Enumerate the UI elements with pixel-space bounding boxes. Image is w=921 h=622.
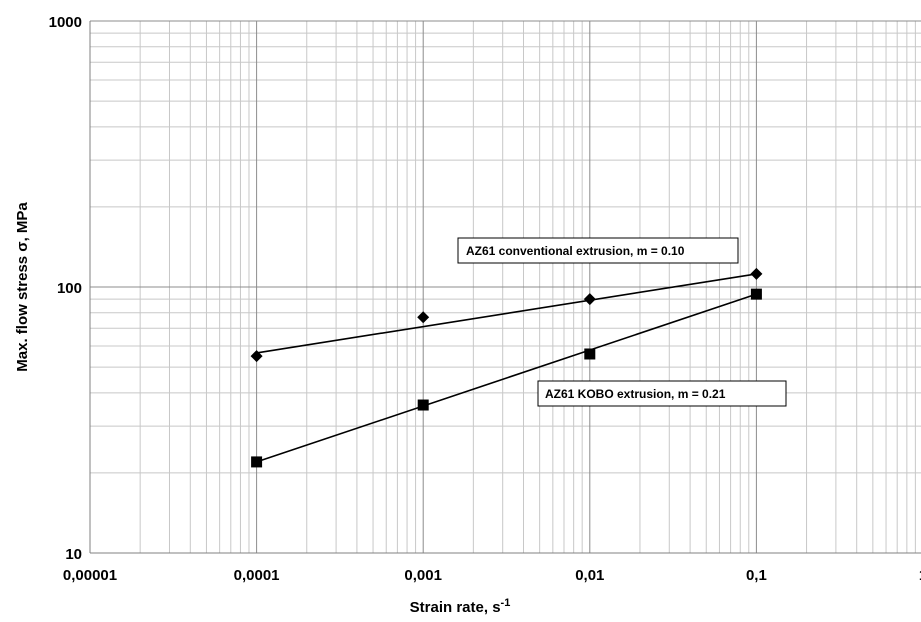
- x-axis-title-text: Strain rate, s: [410, 599, 501, 616]
- data-markers: [250, 267, 763, 468]
- data-point-square: [417, 399, 429, 411]
- trend-line-series-1: [256, 293, 757, 463]
- trend-line-series-0: [256, 273, 757, 354]
- data-point-diamond: [750, 267, 763, 280]
- y-tick-label: 1000: [49, 14, 82, 31]
- annotation-conventional-box: [457, 237, 739, 264]
- data-point-diamond: [417, 311, 430, 324]
- annotation-kobo: AZ61 KOBO extrusion, m = 0.21: [537, 380, 787, 407]
- axes: [89, 21, 921, 554]
- x-axis-title: Strain rate, s-1: [410, 597, 511, 616]
- x-tick-label: 0,0001: [234, 567, 280, 584]
- annotation-conventional: AZ61 conventional extrusion, m = 0.10: [457, 237, 739, 264]
- x-axis-title-superscript: -1: [501, 597, 511, 609]
- x-tick-label: 0,00001: [63, 567, 117, 584]
- data-point-square: [251, 456, 263, 468]
- data-point-square: [750, 288, 762, 300]
- annotation-conventional-text: AZ61 conventional extrusion, m = 0.10: [466, 244, 685, 258]
- x-tick-label: 0,01: [575, 567, 604, 584]
- data-point-diamond: [583, 293, 596, 306]
- x-tick-label: 1: [919, 567, 921, 584]
- x-tick-label: 0,1: [746, 567, 767, 584]
- trend-lines: [256, 273, 757, 463]
- y-tick-label: 10: [65, 546, 82, 563]
- tick-labels: 0,00001 0,0001 0,001 0,01 0,1 1 10 100 1000: [49, 14, 921, 584]
- y-axis-title: Max. flow stress σ, MPa: [14, 202, 31, 372]
- annotation-kobo-box: [537, 380, 787, 407]
- annotation-kobo-text: AZ61 KOBO extrusion, m = 0.21: [545, 387, 726, 401]
- data-point-square: [584, 348, 596, 360]
- y-tick-label: 100: [57, 280, 82, 297]
- data-point-diamond: [250, 350, 263, 363]
- x-tick-label: 0,001: [404, 567, 442, 584]
